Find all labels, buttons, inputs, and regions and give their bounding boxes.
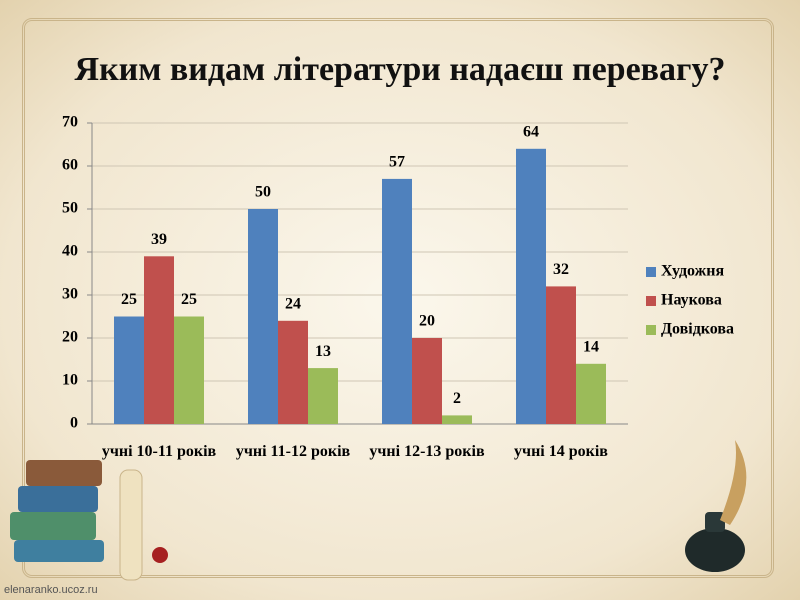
value-label: 25 xyxy=(181,291,197,308)
legend-label: Художня xyxy=(661,263,724,280)
x-tick-label: учні 14 років xyxy=(514,443,608,460)
bar xyxy=(516,148,546,425)
bar xyxy=(308,368,338,424)
bar xyxy=(576,363,606,424)
frame xyxy=(22,18,774,578)
bar xyxy=(114,316,144,424)
watermark: elenaranko.ucoz.ru xyxy=(4,584,98,596)
y-tick-label: 0 xyxy=(70,415,78,432)
y-tick-label: 40 xyxy=(62,243,78,260)
legend-label: Наукова xyxy=(661,292,722,309)
legend-swatch xyxy=(646,296,656,306)
y-tick-label: 70 xyxy=(62,114,78,131)
value-label: 13 xyxy=(315,343,331,360)
bar xyxy=(278,320,308,424)
value-label: 24 xyxy=(285,295,301,312)
bar xyxy=(248,209,278,424)
value-label: 20 xyxy=(419,313,435,330)
bar xyxy=(442,415,472,424)
books-decoration xyxy=(10,460,168,581)
legend-swatch xyxy=(646,267,656,277)
value-label: 57 xyxy=(389,154,405,171)
y-tick-label: 30 xyxy=(62,286,78,303)
value-label: 64 xyxy=(523,123,539,140)
value-label: 14 xyxy=(583,338,599,355)
y-tick-label: 20 xyxy=(62,329,78,346)
bar xyxy=(382,178,412,424)
value-label: 39 xyxy=(151,231,167,248)
value-label: 2 xyxy=(453,390,461,407)
bar xyxy=(144,256,174,424)
bar xyxy=(412,338,442,424)
bar xyxy=(174,316,204,424)
y-tick-label: 10 xyxy=(62,372,78,389)
y-tick-label: 60 xyxy=(62,157,78,174)
x-tick-label: учні 12-13 років xyxy=(369,443,485,460)
legend-swatch xyxy=(646,325,656,335)
legend-label: Довідкова xyxy=(661,321,734,338)
x-tick-label: учні 10-11 років xyxy=(101,443,217,460)
value-label: 25 xyxy=(121,291,137,308)
value-label: 50 xyxy=(255,184,271,201)
value-label: 32 xyxy=(553,261,569,278)
chart-title: Яким видам літератури надаєш перевагу? xyxy=(75,51,726,88)
inkwell-decoration xyxy=(685,440,747,572)
bar xyxy=(546,286,576,424)
y-tick-label: 50 xyxy=(62,200,78,217)
x-tick-label: учні 11-12 років xyxy=(235,443,351,460)
